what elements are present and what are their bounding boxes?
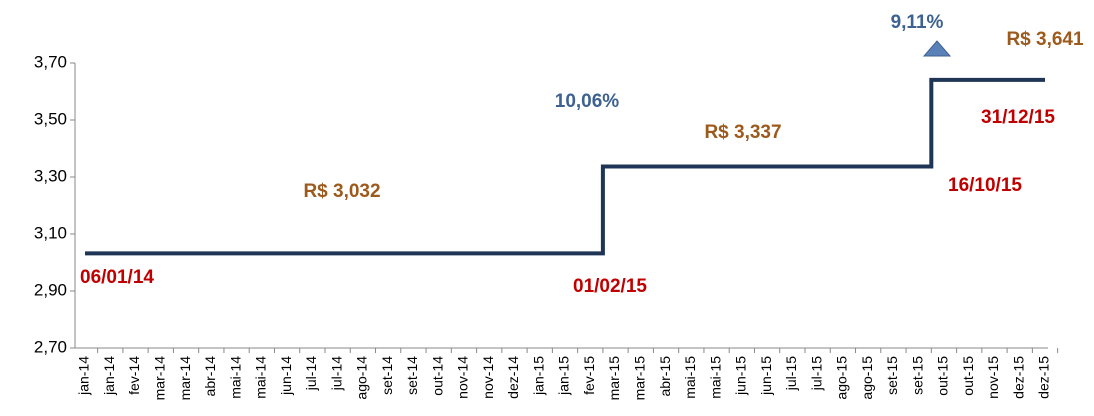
annotation: 16/10/15 — [948, 175, 1022, 196]
x-tick-label: mai-15 — [707, 356, 723, 399]
x-tick-label: dez-15 — [1036, 356, 1052, 399]
x-tick-label: mar-14 — [151, 356, 167, 401]
x-tick-label: nov-14 — [480, 356, 496, 399]
y-tick-label: 3,30 — [34, 166, 67, 185]
x-tick-label: abr-15 — [657, 356, 673, 397]
x-tick-label: abr-14 — [202, 356, 218, 397]
x-tick-label: jun-15 — [758, 356, 774, 396]
x-tick-label: out-15 — [960, 356, 976, 396]
x-tick-label: ago-15 — [859, 356, 875, 400]
x-tick-label: mai-14 — [253, 356, 269, 399]
annotation: 06/01/14 — [80, 267, 154, 288]
x-tick-label: mar-15 — [631, 356, 647, 401]
x-tick-label: mai-15 — [682, 356, 698, 399]
x-tick-label: set-15 — [884, 356, 900, 395]
step-line — [85, 77, 1045, 256]
y-tick-label: 3,70 — [34, 52, 67, 71]
x-tick-label: mar-14 — [177, 356, 193, 401]
x-tick-label: mai-14 — [227, 356, 243, 399]
y-tick-label: 3,10 — [34, 223, 67, 242]
x-tick-label: out-14 — [429, 356, 445, 396]
x-tick-label: jan-14 — [76, 356, 92, 396]
x-tick-label: jul-14 — [303, 356, 319, 391]
annotation: 01/02/15 — [573, 276, 647, 297]
x-tick-label: ago-14 — [354, 356, 370, 400]
x-tick-label: jan-15 — [556, 356, 572, 396]
x-tick-label: set-14 — [404, 356, 420, 395]
x-tick-label: ago-15 — [834, 356, 850, 400]
x-tick-label: set-15 — [909, 356, 925, 395]
x-tick-label: nov-15 — [985, 356, 1001, 399]
x-tick-label: jul-15 — [783, 356, 799, 391]
x-tick-label: jul-14 — [328, 356, 344, 391]
x-tick-label: mar-15 — [606, 356, 622, 401]
annotation: 31/12/15 — [981, 107, 1055, 128]
x-tick-label: set-14 — [379, 356, 395, 395]
y-tick-label: 3,50 — [34, 109, 67, 128]
up-triangle — [922, 40, 952, 57]
x-tick-label: out-15 — [935, 356, 951, 396]
annotation: R$ 3,641 — [1006, 29, 1084, 50]
x-tick-label: jan-14 — [101, 356, 117, 396]
x-tick-label: fev-14 — [126, 356, 142, 395]
y-tick-label: 2,90 — [34, 280, 67, 299]
annotation: R$ 3,337 — [704, 122, 781, 143]
annotation: 10,06% — [555, 91, 620, 112]
x-tick-label: fev-15 — [581, 356, 597, 395]
x-tick-label: dez-14 — [505, 356, 521, 399]
x-tick-label: jul-15 — [808, 356, 824, 391]
x-tick-label: jan-15 — [530, 356, 546, 396]
x-tick-label: jun-15 — [733, 356, 749, 396]
annotation: R$ 3,032 — [303, 181, 380, 202]
x-tick-label: jun-14 — [278, 356, 294, 396]
x-tick-label: dez-15 — [1010, 356, 1026, 399]
x-tick-label: nov-14 — [455, 356, 471, 399]
annotation: 9,11% — [891, 12, 944, 33]
y-tick-label: 2,70 — [34, 337, 67, 356]
